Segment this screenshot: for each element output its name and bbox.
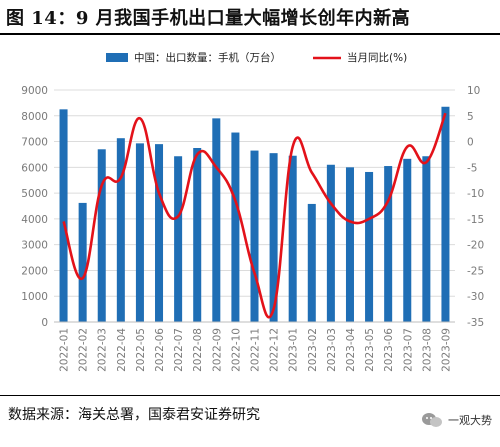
bar — [288, 155, 297, 322]
bar — [250, 150, 259, 322]
bar — [403, 158, 412, 322]
x-tick-label: 2022-12 — [269, 328, 281, 372]
x-tick-label: 2022-09 — [211, 328, 223, 372]
bar — [135, 143, 144, 322]
y-left-tick-label: 8000 — [21, 111, 48, 123]
x-tick-label: 2023-07 — [402, 328, 414, 372]
bar — [59, 109, 68, 322]
y-left-tick-label: 6000 — [21, 162, 48, 174]
y-right-tick-label: -15 — [467, 214, 484, 226]
y-right-tick-label: -5 — [467, 162, 477, 174]
x-tick-label: 2022-04 — [116, 328, 128, 372]
title-divider — [0, 33, 500, 35]
x-tick-label: 2022-10 — [230, 328, 242, 372]
x-tick-label: 2022-08 — [192, 328, 204, 372]
wechat-icon — [422, 413, 442, 427]
bar — [345, 167, 354, 322]
y-left-tick-label: 3000 — [21, 240, 48, 252]
bar — [441, 106, 450, 322]
bar — [174, 156, 183, 322]
bar — [193, 148, 202, 322]
y-right-tick-label: 5 — [467, 111, 474, 123]
x-tick-label: 2022-01 — [59, 328, 71, 372]
y-right-tick-label: -35 — [467, 317, 484, 329]
legend-label-bar: 中国：出口数量：手机（万台） — [134, 51, 281, 64]
figure-title: 图 14：9 月我国手机出口量大幅增长创年内新高 — [6, 7, 411, 29]
source-divider — [0, 395, 500, 396]
y-right-tick-label: 10 — [467, 85, 480, 97]
watermark: 一观大势 — [421, 412, 492, 428]
y-left-tick-label: 7000 — [21, 137, 48, 149]
bar — [231, 132, 240, 322]
bar — [155, 144, 164, 322]
title-bar: 图 14：9 月我国手机出口量大幅增长创年内新高 — [0, 0, 500, 33]
x-tick-label: 2023-06 — [383, 328, 395, 372]
y-right-tick-label: -10 — [467, 188, 484, 200]
x-tick-label: 2022-06 — [154, 328, 166, 372]
chart: 0 1000 2000 3000 4000 5000 6000 7000 8000 9000 -35… — [21, 51, 484, 372]
y-right-tick-label: -30 — [467, 291, 484, 303]
bar — [78, 202, 87, 322]
bar — [326, 164, 335, 322]
y-left-tick-label: 0 — [41, 317, 48, 329]
bar — [116, 138, 125, 322]
x-tick-label: 2023-03 — [326, 328, 338, 372]
bar — [307, 203, 316, 322]
x-tick-label: 2022-03 — [97, 328, 109, 372]
y-right-tick-label: -20 — [467, 240, 484, 252]
x-tick-label: 2023-05 — [364, 328, 376, 372]
bar — [365, 171, 374, 322]
x-tick-label: 2023-09 — [440, 328, 452, 372]
x-tick-label: 2022-05 — [135, 328, 147, 372]
x-tick-label: 2022-02 — [78, 328, 90, 372]
y-left-tick-label: 4000 — [21, 214, 48, 226]
x-tick-label: 2022-11 — [250, 328, 262, 372]
bar — [384, 166, 393, 322]
legend-label-line: 当月同比(%) — [347, 51, 407, 64]
y-right-tick-label: -25 — [467, 265, 484, 277]
y-left-tick-label: 9000 — [21, 85, 48, 97]
y-right-tick-label: 0 — [467, 137, 474, 149]
x-tick-label: 2023-01 — [288, 328, 300, 372]
legend-swatch-bar — [106, 53, 128, 62]
x-tick-label: 2023-08 — [421, 328, 433, 372]
bar — [269, 153, 278, 322]
x-tick-label: 2023-04 — [345, 328, 357, 372]
bar — [422, 156, 431, 322]
line-series-yoy — [62, 112, 447, 319]
bar — [97, 149, 106, 322]
source-note: 数据来源：海关总署，国泰君安证券研究 — [8, 407, 260, 423]
bar — [212, 118, 221, 322]
watermark-text: 一观大势 — [448, 414, 492, 427]
y-left-tick-label: 2000 — [21, 265, 48, 277]
y-left-tick-label: 5000 — [21, 188, 48, 200]
x-tick-label: 2023-02 — [307, 328, 319, 372]
y-left-tick-label: 1000 — [21, 291, 48, 303]
x-tick-label: 2022-07 — [173, 328, 185, 372]
